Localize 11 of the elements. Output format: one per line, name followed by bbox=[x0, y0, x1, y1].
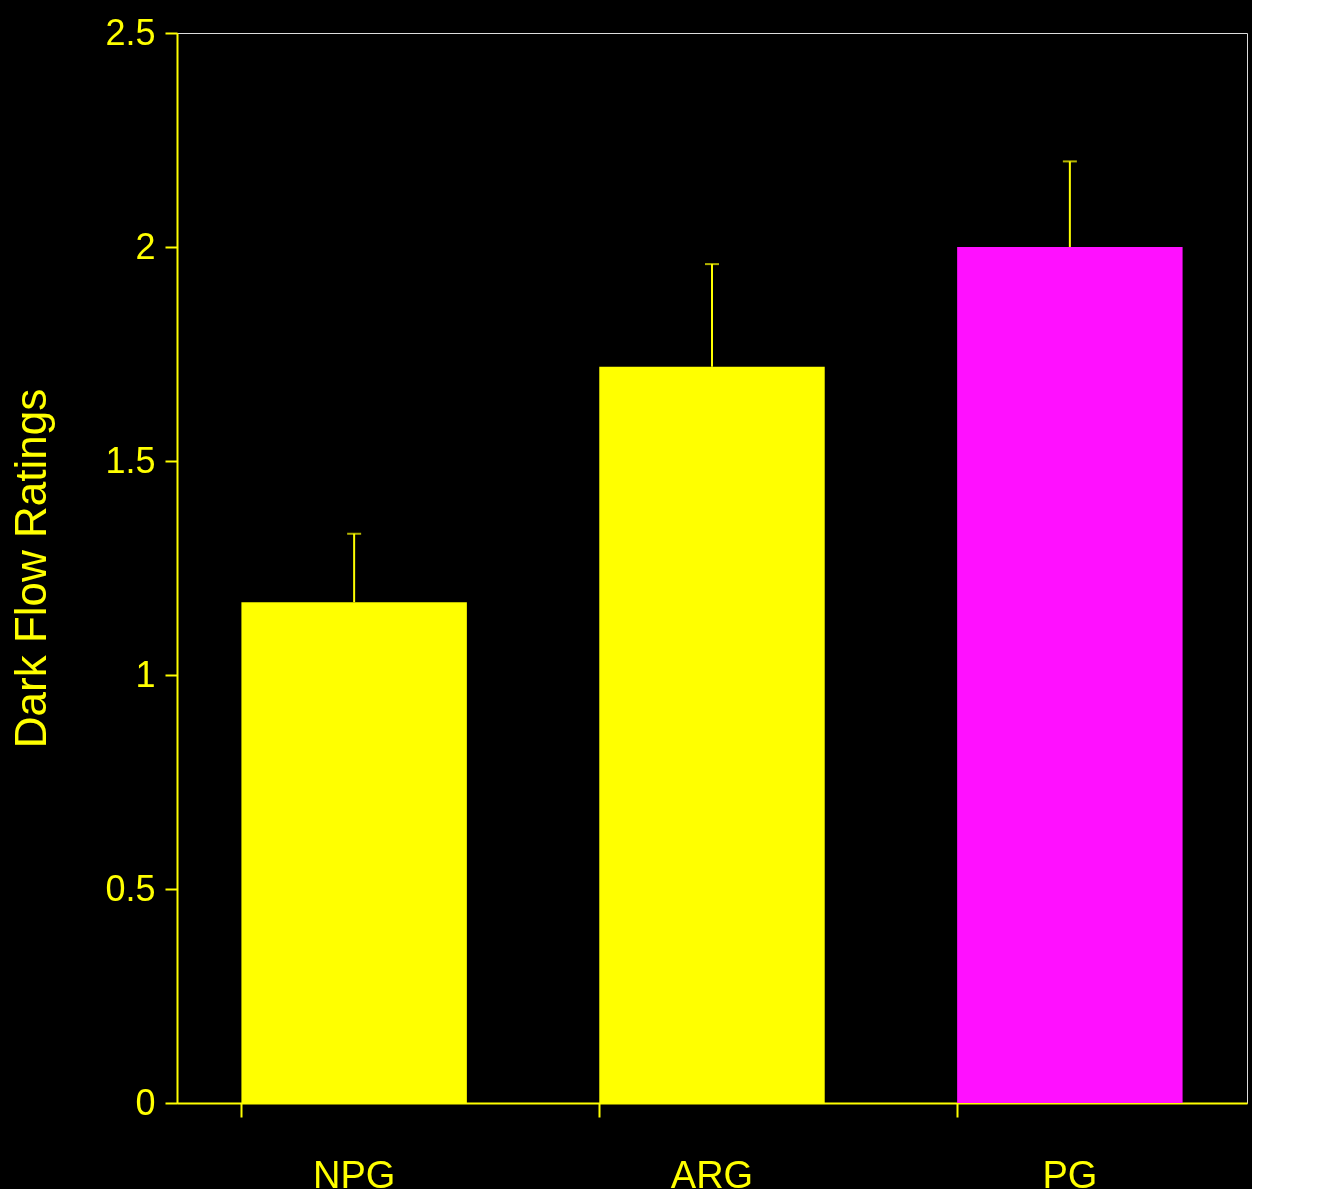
y-axis-title: Dark Flow Ratings bbox=[6, 388, 56, 749]
y-tick-label: 2 bbox=[135, 225, 156, 267]
x-tick-label: ARG bbox=[670, 1153, 754, 1189]
bar bbox=[957, 247, 1183, 1103]
y-tick-label: 0.5 bbox=[105, 867, 156, 909]
y-tick-label: 1 bbox=[135, 653, 156, 695]
x-tick-label: PG bbox=[1042, 1153, 1098, 1189]
y-tick-label: 1.5 bbox=[105, 439, 156, 481]
y-tick-label: 0 bbox=[135, 1081, 156, 1123]
y-tick-label: 2.5 bbox=[105, 11, 156, 53]
x-tick-label: NPG bbox=[312, 1153, 396, 1189]
